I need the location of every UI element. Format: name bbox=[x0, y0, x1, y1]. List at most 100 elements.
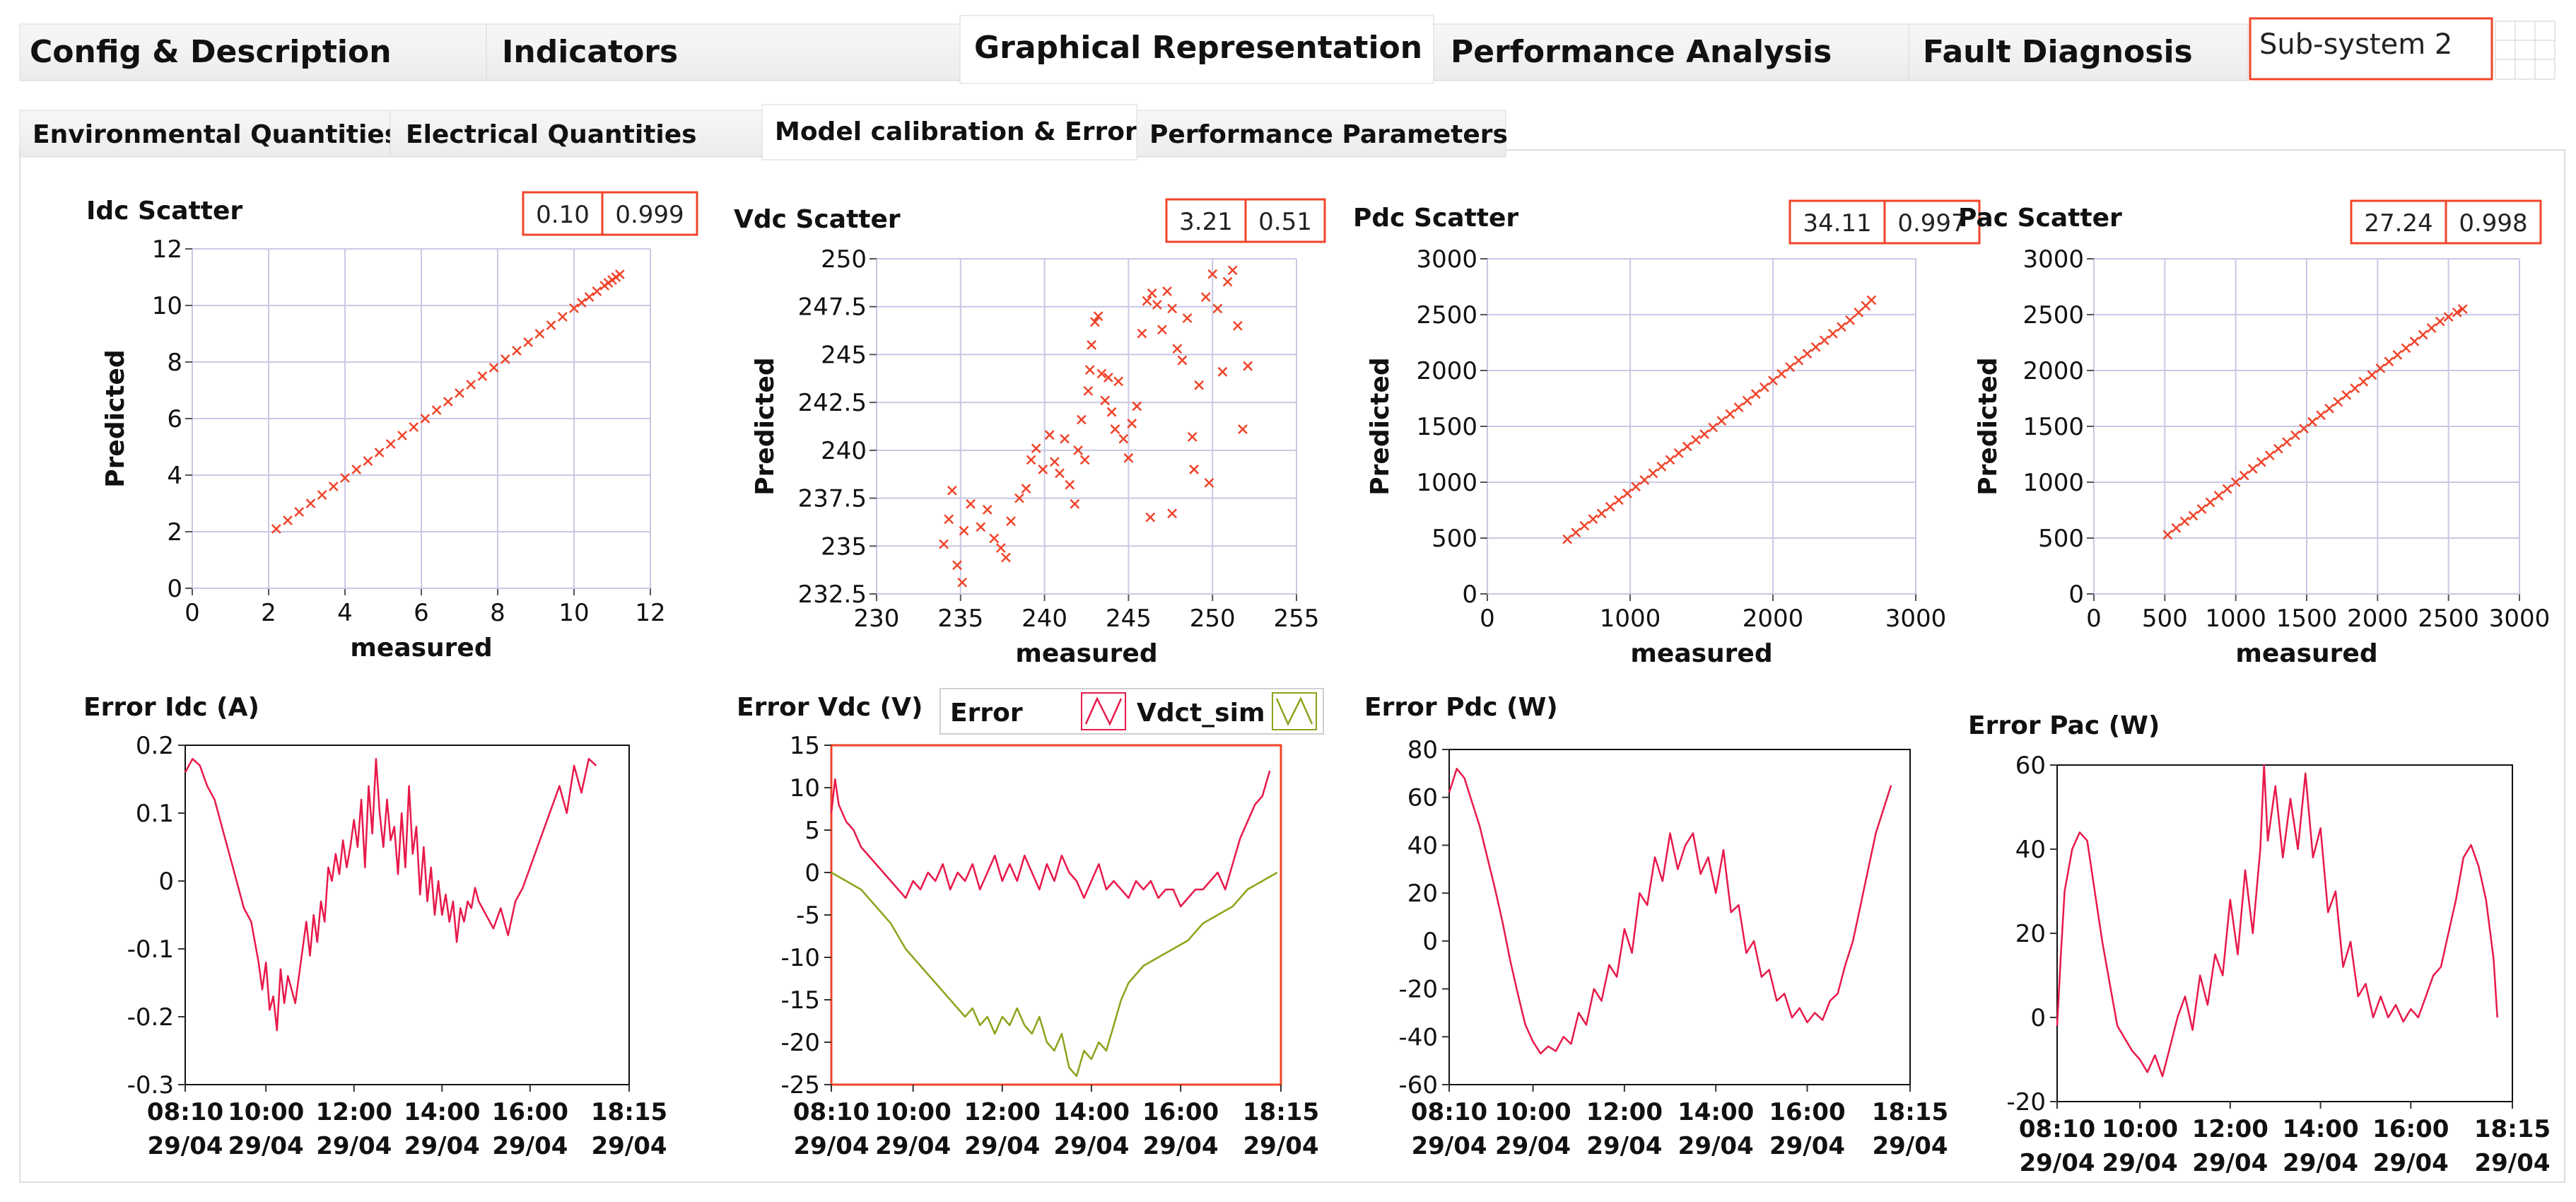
error-vdc-xtick-time: 10:00 bbox=[875, 1098, 952, 1126]
pac-scatter-point bbox=[2273, 443, 2283, 454]
error-pac-ytick-label: 0 bbox=[2030, 1004, 2046, 1032]
vdc-scatter-point bbox=[1014, 493, 1024, 503]
vdc-scatter-point bbox=[1152, 300, 1162, 310]
pac-scatter-point bbox=[2213, 491, 2224, 501]
error-idc-ytick-label: 0 bbox=[158, 868, 174, 896]
error-idc-xtick-date: 29/04 bbox=[316, 1132, 392, 1160]
error-pac-xtick-date: 29/04 bbox=[2474, 1149, 2550, 1177]
pdc-scatter-ytick-label: 500 bbox=[1432, 525, 1477, 553]
error-idc-xtick-time: 16:00 bbox=[492, 1098, 568, 1126]
vdc-scatter-ytick-label: 235 bbox=[821, 532, 867, 561]
pdc-scatter-ytick-label: 1500 bbox=[1416, 413, 1477, 441]
error-vdc-legend-label-1: Vdct_sim bbox=[1137, 699, 1265, 728]
grid-toggle-icon[interactable] bbox=[2495, 21, 2555, 80]
idc-scatter-metric-0: 0.10 bbox=[536, 201, 590, 229]
vdc-scatter-point bbox=[1106, 407, 1117, 417]
pdc-scatter-xtick-label: 1000 bbox=[1600, 605, 1661, 633]
vdc-scatter-xtick-label: 240 bbox=[1021, 605, 1067, 633]
error-vdc-legend bbox=[939, 688, 1324, 735]
error-pac-xtick-time: 10:00 bbox=[2102, 1115, 2178, 1143]
pac-scatter-point bbox=[2188, 510, 2199, 521]
vdc-scatter-point bbox=[1089, 317, 1100, 327]
vdc-scatter-point bbox=[1200, 292, 1211, 303]
pdc-scatter-point bbox=[1837, 322, 1846, 332]
vdc-scatter-point bbox=[1103, 373, 1113, 383]
error-pdc-xtick-time: 18:15 bbox=[1872, 1098, 1948, 1126]
vdc-scatter-point bbox=[1232, 320, 1243, 331]
subtab-performance-parameters[interactable] bbox=[1136, 110, 1506, 158]
pdc-scatter-point bbox=[1866, 295, 1877, 305]
error-vdc-ytick-label: -20 bbox=[780, 1029, 820, 1057]
pac-scatter-metric-box-0 bbox=[2350, 199, 2447, 245]
pac-scatter-ytick-label: 0 bbox=[2068, 580, 2084, 609]
idc-scatter-point bbox=[512, 346, 522, 356]
pac-scatter-point bbox=[2299, 424, 2309, 434]
vdc-scatter-point bbox=[1222, 276, 1233, 287]
vdc-scatter-point bbox=[1182, 313, 1193, 323]
error-vdc-ytick-label: 5 bbox=[804, 817, 820, 845]
error-pdc-xtick-date: 29/04 bbox=[1678, 1132, 1754, 1160]
pdc-scatter-metric-1: 0.997 bbox=[1897, 209, 1966, 238]
error-vdc-xtick-time: 14:00 bbox=[1053, 1098, 1130, 1126]
subtab-performance-parameters-label: Performance Parameters bbox=[1149, 120, 1508, 149]
pac-scatter-point bbox=[2457, 304, 2468, 314]
pac-scatter-point bbox=[2375, 363, 2386, 373]
error-idc-xtick-date: 29/04 bbox=[591, 1132, 667, 1160]
pac-scatter-point bbox=[2392, 349, 2403, 360]
vdc-scatter-metric-0: 3.21 bbox=[1179, 208, 1233, 236]
vdc-scatter-ytick-label: 245 bbox=[821, 341, 867, 369]
vdc-scatter-xtick-label: 235 bbox=[937, 605, 983, 633]
idc-scatter-ytick-label: 4 bbox=[167, 462, 182, 490]
idc-scatter-point bbox=[443, 397, 453, 407]
tab-config-description[interactable] bbox=[19, 23, 487, 81]
vdc-scatter-point bbox=[1049, 457, 1060, 467]
tab-graphical-representation[interactable] bbox=[959, 15, 1434, 84]
vdc-scatter-point bbox=[1118, 433, 1129, 444]
error-idc-ytick-label: -0.3 bbox=[127, 1071, 174, 1099]
error-pac-xtick-date: 29/04 bbox=[2192, 1149, 2268, 1177]
error-vdc-xtick-date: 29/04 bbox=[964, 1132, 1040, 1160]
vdc-scatter-point bbox=[1212, 303, 1223, 314]
idc-scatter-point bbox=[283, 515, 293, 525]
vdc-scatter-point bbox=[1147, 288, 1157, 298]
idc-scatter-ytick-label: 8 bbox=[167, 349, 182, 377]
pdc-scatter-metric-box-0 bbox=[1788, 199, 1886, 245]
pac-scatter-xlabel: measured bbox=[2235, 639, 2377, 668]
error-vdc-xtick-time: 18:15 bbox=[1243, 1098, 1319, 1126]
pdc-scatter-ytick-label: 1000 bbox=[1416, 469, 1477, 497]
vdc-scatter-point bbox=[1096, 368, 1107, 379]
pdc-scatter-ylabel: Predicted bbox=[1366, 357, 1395, 495]
vdc-scatter-point bbox=[966, 498, 976, 509]
error-idc-ytick-label: -0.2 bbox=[127, 1003, 174, 1032]
tab-performance-analysis[interactable] bbox=[1433, 23, 1909, 81]
vdc-scatter-point bbox=[1132, 401, 1142, 412]
error-vdc-ytick-label: 15 bbox=[790, 732, 820, 760]
error-pdc-xtick-time: 12:00 bbox=[1586, 1098, 1663, 1126]
tab-indicators[interactable] bbox=[486, 23, 961, 81]
pac-scatter-point bbox=[2230, 477, 2241, 487]
error-vdc-ytick-label: -5 bbox=[796, 902, 820, 930]
subtab-environmental-quantities[interactable] bbox=[19, 110, 391, 158]
tab-fault-diagnosis[interactable] bbox=[1908, 23, 2249, 81]
pdc-scatter-point bbox=[1785, 362, 1796, 373]
idc-scatter-ytick-label: 0 bbox=[167, 575, 182, 603]
vdc-scatter-point bbox=[1021, 484, 1031, 494]
vdc-scatter-point bbox=[1177, 355, 1188, 366]
idc-scatter-point bbox=[500, 354, 510, 364]
subtab-electrical-quantities[interactable] bbox=[390, 110, 763, 158]
vdc-scatter-point bbox=[1113, 376, 1124, 387]
pac-scatter-ytick-label: 500 bbox=[2038, 525, 2084, 553]
error-pac-xtick-time: 18:15 bbox=[2474, 1115, 2551, 1143]
idc-scatter-metric-1: 0.999 bbox=[615, 201, 684, 229]
error-pac-ytick-label: 60 bbox=[2015, 752, 2046, 780]
idc-scatter-xtick-label: 4 bbox=[337, 599, 353, 627]
error-idc-xtick-date: 29/04 bbox=[147, 1132, 223, 1160]
pdc-scatter-chart: Pdc Scatter 34.11 0.997 0 1000 2000 3000 0 500 10… bbox=[1353, 199, 1981, 668]
vdc-scatter-ytick-label: 247.5 bbox=[798, 293, 867, 322]
error-pac-xtick-time: 14:00 bbox=[2282, 1115, 2358, 1143]
error-idc-plot-area bbox=[185, 745, 630, 1085]
subsystem-select[interactable] bbox=[2249, 17, 2493, 81]
pac-scatter-metric-1: 0.998 bbox=[2459, 209, 2527, 238]
subtab-model-calibration-error[interactable] bbox=[761, 104, 1137, 161]
vdc-scatter-point bbox=[1167, 303, 1178, 314]
